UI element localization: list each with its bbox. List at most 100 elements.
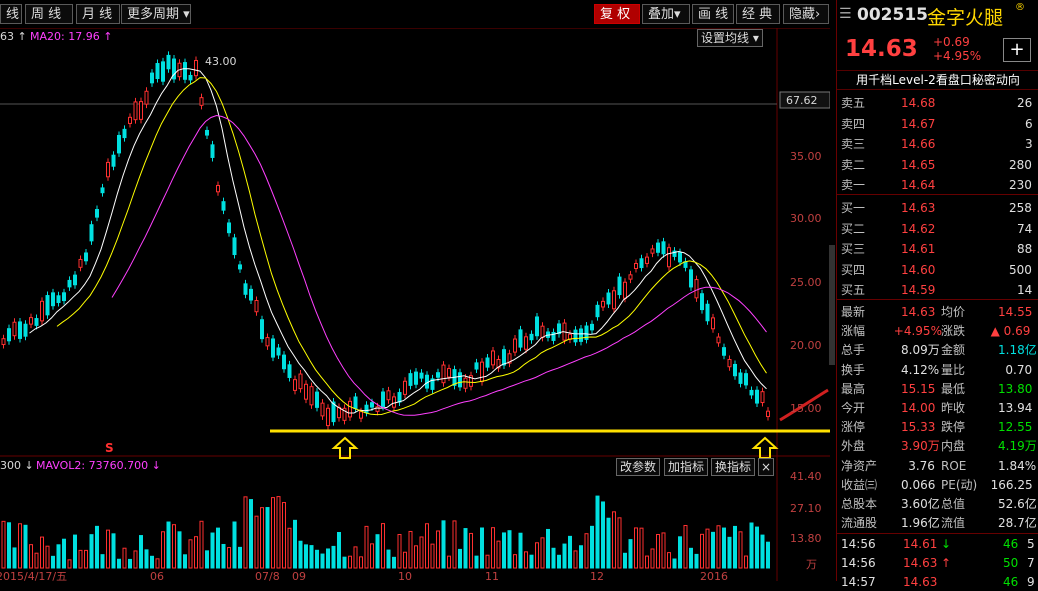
price-tick: 30.00: [790, 212, 822, 225]
volume-bar: [584, 533, 589, 569]
draw-line-button[interactable]: 画 线: [692, 4, 734, 24]
quote-value: 4.19万: [998, 439, 1037, 454]
candle: [689, 269, 693, 288]
tick-count: 9: [1027, 575, 1035, 589]
quote-label: 量比: [941, 362, 966, 377]
overlay-button[interactable]: 叠加▾: [642, 4, 690, 24]
volume-bar: [689, 547, 693, 569]
volume-bar: [562, 543, 567, 569]
moving-averages-group: [29, 68, 767, 416]
classic-button[interactable]: 经 典: [736, 4, 780, 24]
quote-label: 收益㈢: [841, 477, 878, 492]
candle: [551, 331, 556, 341]
quote-row: 买三 14.61 88: [837, 240, 1038, 258]
volume-bar: [386, 549, 391, 569]
tick-volume: 46: [1003, 537, 1019, 551]
quote-row: 流通股 1.96亿 流值 28.7亿: [837, 514, 1038, 532]
quote-label: 内盘: [941, 439, 966, 454]
volume-bar: [23, 524, 28, 569]
volume-bar: [144, 549, 149, 569]
price-tick: 15.00: [790, 402, 822, 415]
quote-row: 今开 14.00 昨收 13.94: [837, 399, 1038, 417]
volume-bar: [738, 531, 743, 569]
volume-bar: [359, 556, 363, 569]
volume-bar: [463, 528, 468, 569]
quote-value: 3.90万: [901, 439, 940, 454]
candle: [529, 333, 534, 341]
candle: [122, 128, 127, 139]
candle: [639, 258, 644, 269]
chart-toolbar: 线 周 线 月 线 更多周期 ▾ 复 权 叠加▾ 画 线 经 典 隐藏›: [0, 0, 830, 29]
ask-price: 14.67: [901, 116, 936, 131]
volume-bar: [364, 525, 369, 569]
volume-bar: [628, 539, 633, 569]
candle: [766, 410, 770, 418]
candle: [375, 406, 380, 412]
candle: [320, 402, 325, 417]
x-axis-label: 2015/4/17/五: [0, 570, 67, 581]
more-period-button[interactable]: 更多周期 ▾: [121, 4, 191, 24]
volume-bar: [661, 532, 666, 569]
bid-volume: 258: [1009, 201, 1032, 215]
quote-label: 总手: [841, 343, 866, 358]
vol-tick: 27.10: [790, 502, 822, 515]
hide-button[interactable]: 隐藏›: [783, 4, 829, 24]
ma-line-10: [56, 77, 767, 416]
volume-bar: [595, 495, 600, 569]
quote-row: 涨停 15.33 跌停 12.55: [837, 418, 1038, 436]
annotation-arrow-icon: [779, 388, 829, 422]
candle: [496, 359, 501, 369]
registered-icon: ®: [1015, 2, 1025, 13]
quote-label: 最新: [841, 305, 866, 319]
candle: [667, 247, 671, 268]
volume-bar: [601, 501, 605, 569]
volume-bar: [403, 551, 407, 569]
week-line-button[interactable]: 周 线: [25, 4, 73, 24]
candle: [722, 347, 726, 356]
volume-bar: [100, 554, 105, 569]
quote-label: 流值: [941, 516, 966, 531]
candle: [672, 250, 677, 257]
ma-settings-button[interactable]: 设置均线 ▾: [697, 29, 763, 47]
day-line-button[interactable]: 线: [0, 4, 22, 24]
bid-label: 买三: [841, 242, 866, 256]
fuquan-button[interactable]: 复 权: [594, 4, 640, 24]
candle: [315, 391, 319, 408]
level2-banner[interactable]: 用千档Level-2看盘口秘密动向: [837, 70, 1038, 90]
change-params-button[interactable]: 改参数: [616, 458, 661, 476]
volume-bar: [474, 555, 479, 569]
close-icon[interactable]: ×: [758, 458, 774, 476]
price-tick-top: 67.62: [786, 94, 818, 107]
volume-bar: [744, 555, 748, 569]
ask-volume: 26: [1017, 96, 1033, 110]
quote-row: 涨幅 +4.95% 涨跌 ▲ 0.69: [837, 322, 1038, 340]
volume-bar: [7, 522, 11, 569]
candle: [271, 338, 275, 358]
candle: [469, 375, 473, 387]
candle: [45, 295, 50, 316]
bid-price: 14.59: [901, 283, 936, 297]
volume-bar: [458, 548, 462, 569]
add-indicator-button[interactable]: 加指标: [664, 458, 709, 476]
candle: [161, 61, 165, 82]
ask-price: 14.64: [901, 178, 936, 192]
switch-indicator-button[interactable]: 换指标: [711, 458, 756, 476]
add-watchlist-button[interactable]: +: [1003, 38, 1031, 62]
menu-icon[interactable]: ☰: [839, 6, 852, 22]
volume-bar: [370, 543, 374, 569]
candle: [89, 224, 94, 242]
quote-label: PE(动): [941, 477, 978, 492]
candle: [34, 318, 39, 326]
bid-label: 买五: [841, 283, 866, 297]
candle: [194, 60, 198, 77]
candle: [144, 90, 149, 105]
panel-collapse-handle[interactable]: [829, 245, 835, 365]
x-axis-label: 11: [485, 570, 499, 581]
candle: [155, 63, 160, 79]
kline-chart[interactable]: 67.62 35.00 30.00 25.00 20.00 15.00 41.4…: [0, 28, 831, 583]
candle: [716, 336, 721, 344]
month-line-button[interactable]: 月 线: [76, 4, 120, 24]
quote-label: 总值: [941, 497, 966, 511]
candle: [502, 349, 506, 366]
quote-label: 最高: [841, 381, 866, 396]
